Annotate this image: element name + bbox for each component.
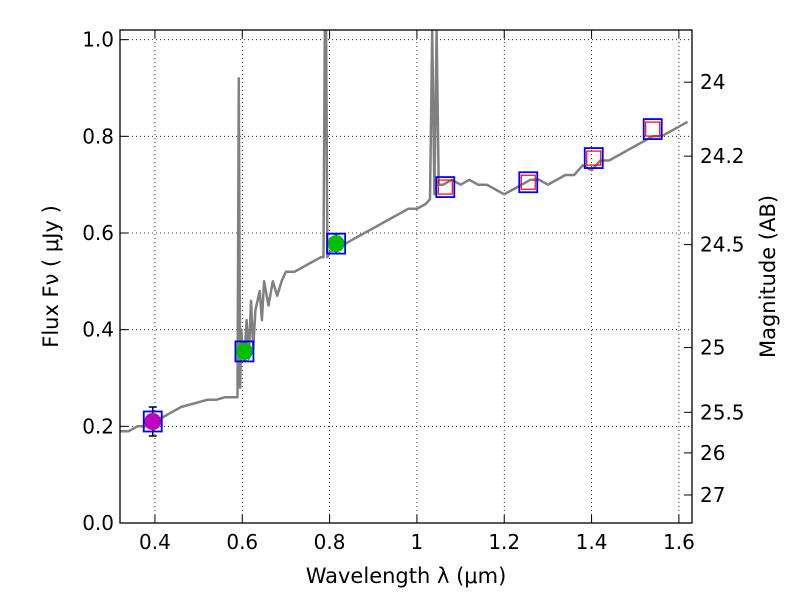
right-axis-label: Magnitude (AB)	[756, 195, 780, 358]
y-tick-label: 0.6	[82, 221, 114, 245]
model-1-marker	[437, 179, 453, 195]
x-tick-label: 0.4	[139, 530, 171, 554]
model-box	[642, 118, 663, 140]
model-box	[326, 232, 347, 255]
x-tick-label: 0.8	[314, 530, 346, 554]
y-tick-label: 0.8	[82, 124, 114, 148]
spectrum-layer	[120, 30, 689, 433]
model-3-marker	[586, 150, 602, 166]
right-tick-label: 24.2	[700, 144, 745, 168]
x-tick-label: 1	[411, 530, 424, 554]
y-tick-label: 1.0	[82, 28, 114, 52]
detection-3-marker	[327, 235, 345, 253]
x-tick-label: 1.4	[576, 530, 608, 554]
x-tick-label: 1.6	[663, 530, 695, 554]
y-axis-label: Flux Fν ( μJy )	[39, 205, 63, 348]
points-layer	[142, 118, 663, 437]
x-tick-label: 0.6	[226, 530, 258, 554]
model-box	[142, 410, 163, 433]
right-tick-label: 25.5	[700, 400, 745, 424]
model-box	[518, 171, 539, 194]
right-tick-label: 26	[700, 441, 725, 465]
spectrum-line	[120, 30, 689, 433]
ticks: 0.4 0.6 0.8 1 1.2 1.4 1.6 0.0 0.2 0.4 0.6 0.8 1.0 24 2…	[82, 28, 744, 554]
right-tick-label: 27	[700, 483, 725, 507]
plot-frame	[119, 29, 693, 524]
grid	[120, 30, 692, 524]
right-tick-label: 24.5	[700, 233, 745, 257]
x-tick-label: 1.2	[488, 530, 520, 554]
x-axis-label: Wavelength λ (μm)	[306, 564, 507, 588]
model-2-marker	[520, 174, 536, 190]
model-box	[234, 340, 255, 363]
model-4-marker	[645, 121, 661, 137]
right-tick-label: 25	[700, 336, 725, 360]
detection-2-marker	[235, 342, 253, 360]
model-box	[583, 147, 604, 169]
y-tick-label: 0.0	[82, 511, 114, 535]
model-box	[435, 176, 456, 198]
y-tick-label: 0.2	[82, 414, 114, 438]
y-tick-label: 0.4	[82, 318, 114, 342]
detection-1-marker	[144, 413, 162, 430]
right-tick-label: 24	[700, 70, 725, 94]
